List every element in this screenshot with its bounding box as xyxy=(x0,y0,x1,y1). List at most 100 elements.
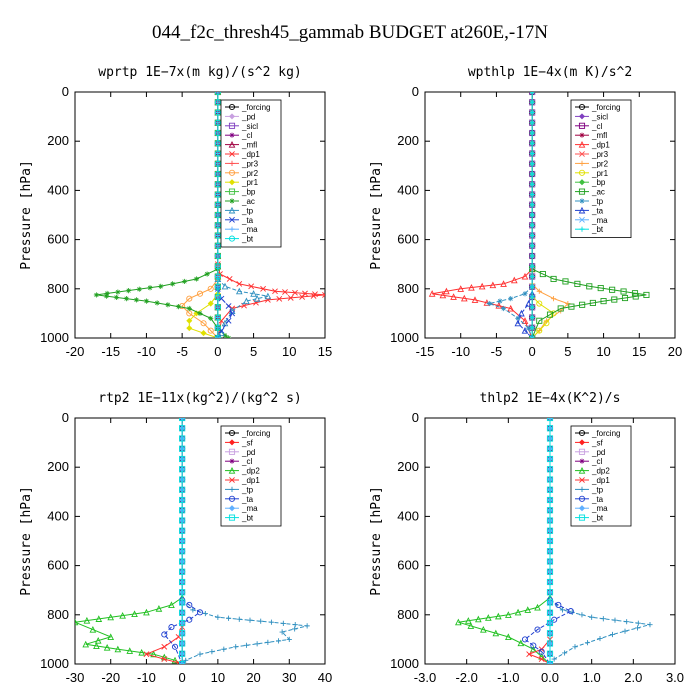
y-tick-label: 1000 xyxy=(390,330,419,345)
series-marker-ac xyxy=(643,291,650,299)
legend-marker xyxy=(229,216,235,223)
series-marker-bt xyxy=(546,609,554,616)
series-line-dp1 xyxy=(432,268,533,338)
series-marker-bt xyxy=(529,263,535,269)
series-marker-bt xyxy=(529,140,535,146)
legend-marker xyxy=(228,122,236,129)
series-marker-dp2 xyxy=(465,617,472,624)
legend-entry: _forcing xyxy=(591,429,620,438)
legend-marker xyxy=(579,151,585,157)
series-marker-ac xyxy=(536,317,543,324)
series-group xyxy=(428,92,650,338)
legend-marker xyxy=(578,113,586,120)
series-marker-dp2 xyxy=(150,650,157,658)
series-marker-ac xyxy=(557,305,564,312)
series-marker-pr2 xyxy=(186,295,193,302)
legend-marker xyxy=(228,140,236,148)
series-marker-ac xyxy=(546,311,554,318)
series-marker-ta xyxy=(196,609,204,616)
series-marker-bt xyxy=(546,425,554,432)
legend-marker xyxy=(578,514,586,521)
series-marker-dp2 xyxy=(168,601,175,609)
series-marker-bt xyxy=(529,232,535,239)
series-marker-bt xyxy=(529,243,535,249)
legend-entry: _sicl xyxy=(591,112,608,121)
series-line-pr2 xyxy=(181,278,219,338)
series-marker-dp1 xyxy=(478,282,486,290)
series-marker-ta xyxy=(514,319,522,327)
legend-entry: _ma xyxy=(591,216,608,225)
series-line-tp xyxy=(549,599,651,664)
series-marker-bt xyxy=(546,486,554,493)
series-marker-ac xyxy=(103,293,110,299)
legend-entry: _ma xyxy=(241,225,258,234)
legend-entry: _mfl xyxy=(241,141,257,150)
legend-entry: _dp1 xyxy=(241,476,260,485)
series-marker-ac xyxy=(620,288,627,295)
series-marker-tp xyxy=(254,641,260,647)
series-marker-dp2 xyxy=(131,610,138,618)
series-marker-bt xyxy=(214,222,221,229)
legend-entry: _bt xyxy=(241,235,254,244)
series-marker-ac xyxy=(170,281,176,287)
legend-marker xyxy=(229,226,235,232)
series-marker-pr1 xyxy=(543,320,550,327)
series-marker-ta xyxy=(521,636,529,643)
series-marker-ac xyxy=(125,288,132,294)
legend-marker xyxy=(229,151,235,157)
series-marker-bt xyxy=(214,273,221,280)
series-marker-dp2 xyxy=(524,606,532,613)
series-marker-dp1 xyxy=(310,293,317,299)
legend-entry: _cl xyxy=(241,457,252,466)
series-marker-tp xyxy=(486,300,492,307)
legend-marker xyxy=(578,505,586,512)
y-tick-label: 400 xyxy=(397,182,419,197)
legend-marker xyxy=(228,505,236,512)
series-marker-bt xyxy=(179,609,186,616)
series-marker-pr1 xyxy=(536,300,543,307)
y-axis-label: Pressure [hPa] xyxy=(369,486,384,596)
series-marker-tp xyxy=(624,619,630,625)
x-tick-label: 0 xyxy=(179,670,186,685)
legend-marker xyxy=(579,477,585,483)
x-tick-label: 2.0 xyxy=(624,670,642,685)
series-marker-tp xyxy=(609,631,616,638)
legend-entry: _ma xyxy=(591,504,608,513)
series-marker-bt xyxy=(529,212,535,218)
legend-marker xyxy=(579,160,585,166)
legend-entry: _pd xyxy=(241,112,255,121)
series-marker-bt xyxy=(179,578,186,586)
series-marker-dp1 xyxy=(507,304,515,312)
series-marker-bt xyxy=(214,304,221,311)
series-marker-dp2 xyxy=(530,645,537,653)
series-line-tp xyxy=(181,602,308,664)
y-tick-label: 600 xyxy=(397,232,419,247)
series-marker-bt xyxy=(214,160,221,167)
series-marker-tp xyxy=(572,644,578,650)
series-marker-dp1 xyxy=(287,294,294,301)
series-marker-bt xyxy=(214,191,221,198)
series-marker-pr2 xyxy=(565,300,571,307)
legend-marker xyxy=(578,103,586,111)
series-marker-bt xyxy=(214,211,221,219)
series-marker-bt xyxy=(546,660,554,664)
legend-marker xyxy=(579,198,585,204)
legend-marker xyxy=(228,466,236,474)
series-marker-bt xyxy=(529,181,535,187)
series-marker-bt xyxy=(179,619,186,627)
chart-panel-3: rtp2 1E−11x(kg^2)/(kg^2 s) Pressure [hPa]… xyxy=(19,391,332,685)
series-marker-ta xyxy=(525,299,532,307)
x-tick-label: -3.0 xyxy=(414,670,436,685)
series-marker-tp xyxy=(569,609,575,615)
series-marker-bt xyxy=(546,578,554,586)
series-marker-ac xyxy=(631,290,639,297)
legend-marker xyxy=(228,439,236,446)
series-marker-ac xyxy=(539,270,546,278)
series-marker-tp xyxy=(225,615,232,621)
series-marker-tp xyxy=(235,287,243,295)
legend-entry: _ma xyxy=(241,504,258,513)
y-axis-label: Pressure [hPa] xyxy=(19,486,34,596)
legend-marker xyxy=(229,477,235,483)
series-marker-dp2 xyxy=(505,611,512,618)
legend-marker xyxy=(228,495,236,502)
